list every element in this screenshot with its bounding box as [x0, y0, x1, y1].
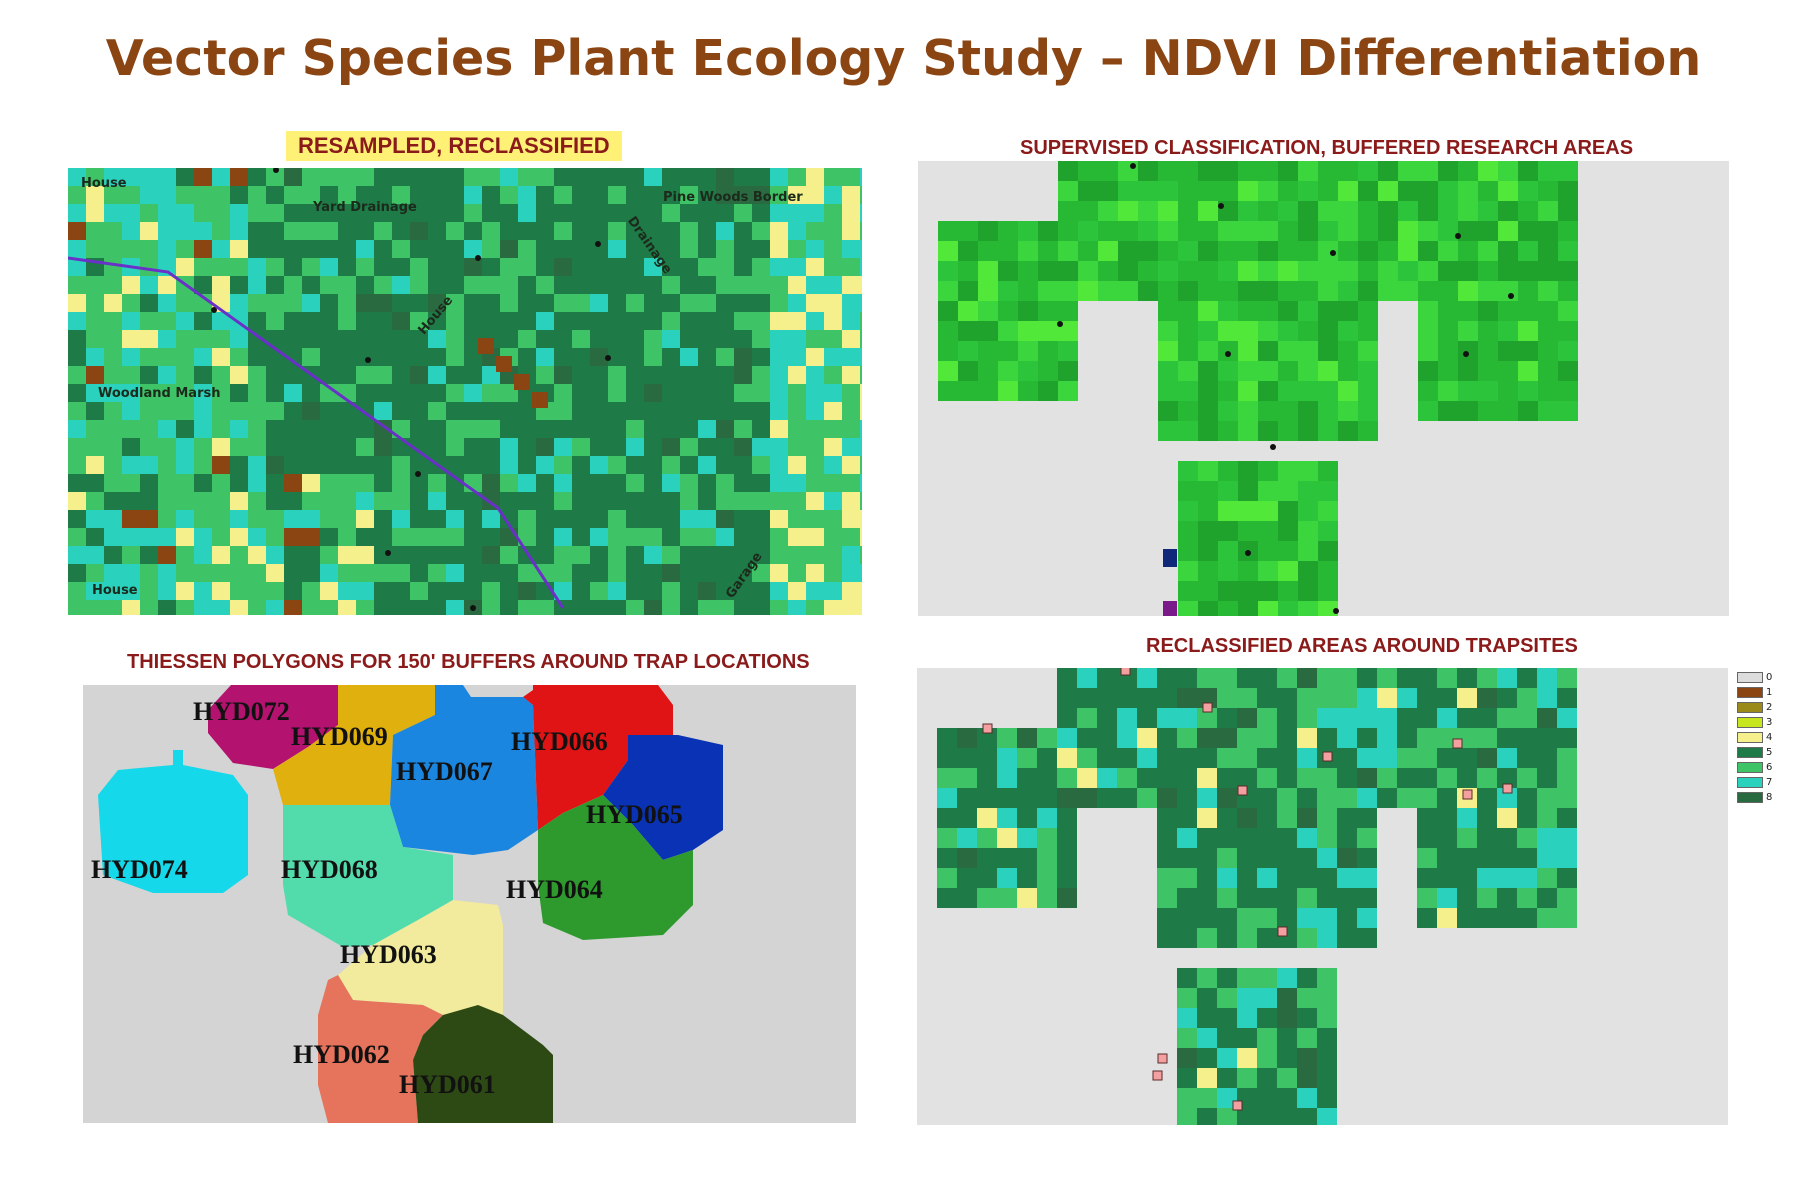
legend-label: 0	[1766, 672, 1773, 683]
legend-swatch	[1737, 777, 1763, 788]
legend-item: 7	[1737, 775, 1772, 790]
legend-swatch	[1737, 672, 1763, 683]
label-pine-woods-border: Pine Woods Border	[663, 190, 803, 205]
trapsites-map	[917, 668, 1728, 1125]
polygon-hyd069	[273, 685, 435, 805]
legend-swatch	[1737, 687, 1763, 698]
supervised-map	[918, 161, 1729, 616]
road-line	[68, 256, 565, 609]
label-hyd063: HYD063	[340, 940, 437, 969]
thiessen-polygons	[98, 685, 723, 1123]
resampled-title: RESAMPLED, RECLASSIFIED	[286, 131, 622, 161]
label-hyd066: HYD066	[511, 727, 608, 756]
polygon-hyd062	[318, 975, 443, 1123]
legend-swatch	[1737, 732, 1763, 743]
label-hyd074: HYD074	[91, 855, 188, 884]
slide-title: Vector Species Plant Ecology Study – NDV…	[105, 30, 1702, 87]
legend-item: 4	[1737, 730, 1772, 745]
legend-item: 3	[1737, 715, 1772, 730]
legend-label: 5	[1766, 747, 1773, 758]
legend-item: 0	[1737, 670, 1772, 685]
polygon-hyd074	[98, 750, 248, 893]
label-house-top: House	[81, 176, 127, 191]
legend-item: 5	[1737, 745, 1772, 760]
legend-item: 1	[1737, 685, 1772, 700]
legend-swatch	[1737, 762, 1763, 773]
label-woodland-marsh: Woodland Marsh	[98, 386, 221, 401]
legend-item: 6	[1737, 760, 1772, 775]
polygon-hyd061	[413, 1005, 553, 1123]
label-hyd064: HYD064	[506, 875, 603, 904]
polygon-hyd067	[390, 685, 538, 855]
legend-swatch	[1737, 792, 1763, 803]
legend-swatch	[1737, 702, 1763, 713]
legend-label: 1	[1766, 687, 1773, 698]
polygon-hyd064	[538, 795, 693, 940]
legend-swatch	[1737, 747, 1763, 758]
legend-label: 8	[1766, 792, 1773, 803]
label-yard-drainage: Yard Drainage	[313, 200, 417, 215]
legend-label: 3	[1766, 717, 1773, 728]
legend-label: 2	[1766, 702, 1773, 713]
polygon-hyd063	[338, 900, 503, 1015]
label-hyd065: HYD065	[586, 800, 683, 829]
trapsites-raster	[937, 668, 1577, 1125]
polygon-hyd072	[208, 685, 338, 769]
legend-item: 8	[1737, 790, 1772, 805]
label-hyd067: HYD067	[396, 757, 493, 786]
legend-label: 4	[1766, 732, 1773, 743]
label-house-bottom: House	[92, 583, 138, 598]
polygon-hyd066	[523, 685, 673, 830]
legend-swatch	[1737, 717, 1763, 728]
label-hyd069: HYD069	[291, 722, 388, 751]
polygon-hyd065	[603, 735, 723, 860]
trapsites-legend: 0 1 2 3 4 5 6 7 8	[1737, 670, 1772, 805]
trapsites-title: RECLASSIFIED AREAS AROUND TRAPSITES	[1146, 635, 1578, 657]
supervised-raster	[938, 161, 1578, 616]
label-hyd062: HYD062	[293, 1040, 390, 1069]
thiessen-map: HYD072 HYD069 HYD067 HYD066 HYD065 HYD07…	[83, 685, 856, 1123]
thiessen-title: THIESSEN POLYGONS FOR 150' BUFFERS AROUN…	[127, 651, 810, 673]
label-hyd072: HYD072	[193, 697, 290, 726]
legend-label: 6	[1766, 762, 1773, 773]
resampled-raster	[68, 168, 862, 615]
supervised-title: SUPERVISED CLASSIFICATION, BUFFERED RESE…	[1020, 137, 1634, 159]
resampled-map: House Yard Drainage Pine Woods Border Dr…	[68, 168, 862, 615]
label-hyd061: HYD061	[399, 1070, 496, 1099]
legend-label: 7	[1766, 777, 1773, 788]
polygon-hyd068	[283, 805, 453, 947]
label-hyd068: HYD068	[281, 855, 378, 884]
legend-item: 2	[1737, 700, 1772, 715]
